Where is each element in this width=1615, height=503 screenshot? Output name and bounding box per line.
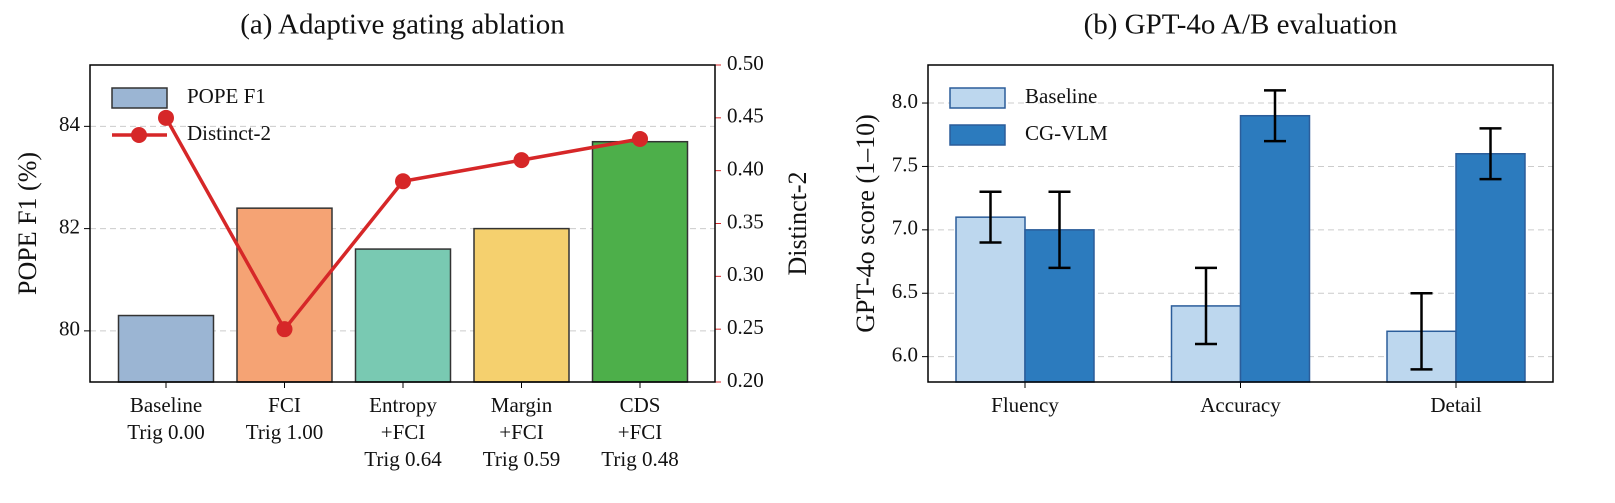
- y2-tick-label: 0.45: [727, 104, 764, 128]
- bar: [1455, 153, 1526, 383]
- bar: [354, 248, 452, 383]
- point: [395, 173, 411, 190]
- y-tick-label: 6.5: [892, 279, 918, 303]
- y-tick-label: 6.0: [892, 342, 918, 366]
- y2-tick-label: 0.25: [727, 315, 764, 339]
- x-tick-label: CDS: [620, 393, 661, 417]
- x-tick-label: +FCI: [618, 420, 663, 444]
- x-tick-label: +FCI: [499, 420, 544, 444]
- x-tick-label: Trig 0.48: [601, 447, 678, 471]
- x-tick-label: Fluency: [991, 393, 1059, 417]
- plot-frame: [927, 64, 1554, 383]
- legend-label: Baseline: [1025, 84, 1097, 108]
- legend-label: CG-VLM: [1025, 121, 1108, 145]
- y2-tick-label: 0.35: [727, 209, 764, 233]
- x-tick-label: Margin: [491, 393, 553, 417]
- chart-title: (b) GPT-4o A/B evaluation: [1084, 9, 1398, 41]
- y2-tick-label: 0.20: [727, 368, 764, 392]
- point: [158, 109, 174, 126]
- y-tick-label: 8.0: [892, 89, 918, 113]
- y2-tick-label: 0.40: [727, 156, 764, 180]
- x-tick-label: +FCI: [381, 420, 426, 444]
- x-tick-label: Trig 0.64: [364, 447, 442, 471]
- bar: [591, 140, 689, 383]
- y-tick-label: 84: [59, 112, 81, 136]
- legend-label: POPE F1: [187, 84, 266, 108]
- x-tick-label: Trig 0.00: [127, 420, 204, 444]
- x-tick-label: Detail: [1430, 393, 1481, 417]
- bar: [1239, 114, 1311, 383]
- y-axis-label: GPT-4o score (1–10): [851, 114, 880, 333]
- x-tick-label: Trig 1.00: [246, 420, 323, 444]
- bar: [117, 314, 215, 383]
- y-tick-label: 82: [59, 214, 80, 238]
- y2-tick-label: 0.30: [727, 262, 764, 286]
- y-tick-label: 7.0: [892, 216, 918, 240]
- legend-patch: [949, 87, 1006, 109]
- y-tick-label: 7.5: [892, 152, 918, 176]
- legend-patch: [949, 124, 1006, 146]
- y2-tick-label: 0.50: [727, 51, 764, 75]
- point: [632, 130, 648, 147]
- x-tick-label: FCI: [268, 393, 301, 417]
- legend-marker: [131, 127, 147, 143]
- legend-patch: [111, 87, 168, 109]
- y2-axis-label: Distinct-2: [783, 172, 812, 276]
- legend-label: Distinct-2: [187, 121, 271, 145]
- y-axis-label: POPE F1 (%): [13, 152, 42, 295]
- y-tick-label: 80: [59, 317, 80, 341]
- bar: [236, 207, 333, 383]
- x-tick-label: Accuracy: [1200, 393, 1281, 417]
- point: [276, 321, 293, 338]
- bar: [473, 227, 570, 383]
- point: [513, 152, 530, 169]
- chart-title: (a) Adaptive gating ablation: [240, 9, 565, 41]
- plot-frame: [89, 64, 716, 383]
- x-tick-label: Entropy: [369, 393, 437, 417]
- x-tick-label: Baseline: [130, 393, 202, 417]
- x-tick-label: Trig 0.59: [483, 447, 560, 471]
